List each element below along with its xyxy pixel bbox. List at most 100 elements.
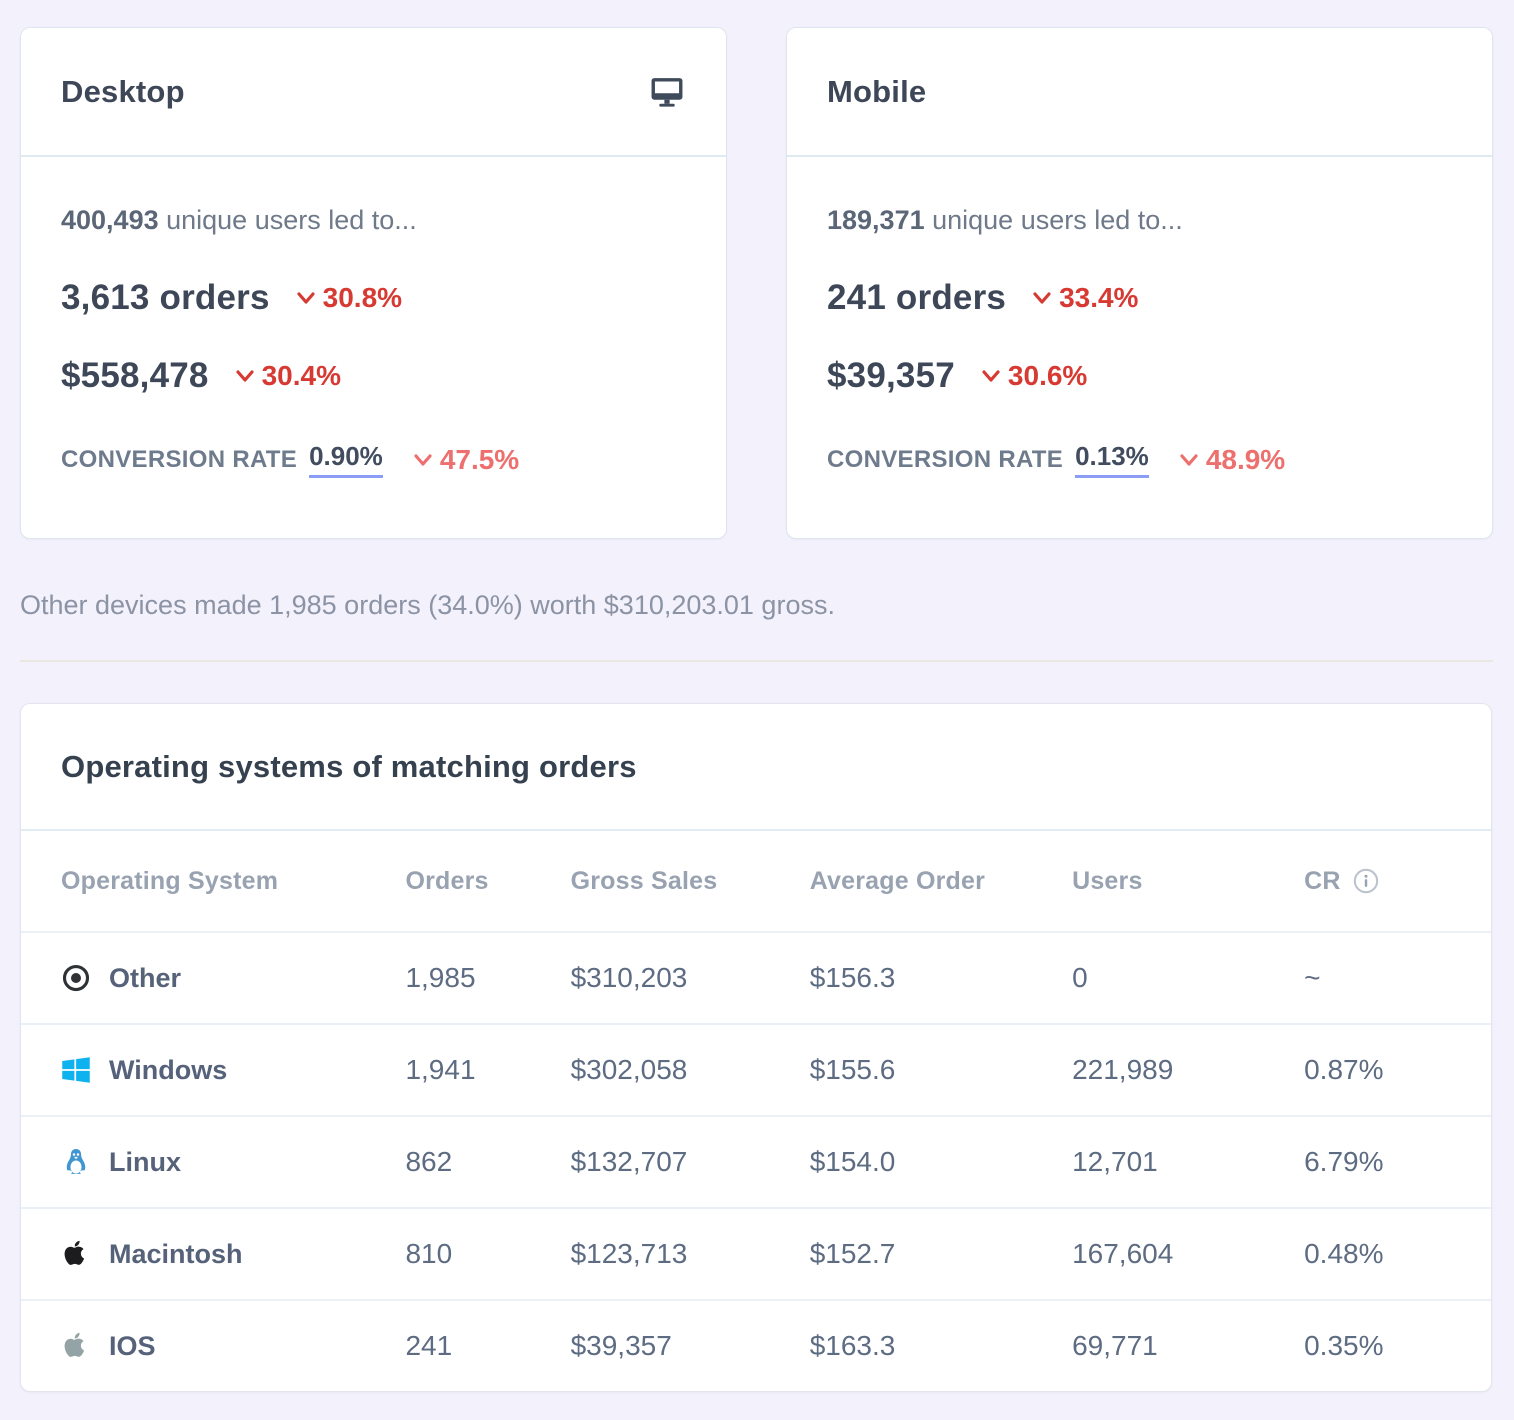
chevron-down-icon (414, 453, 432, 466)
users-cell: 0 (1072, 962, 1088, 993)
users-cell: 12,701 (1072, 1146, 1158, 1177)
mobile-card: Mobile 189,371 unique users led to... 24… (786, 27, 1493, 539)
desktop-monitor-icon (648, 75, 686, 109)
average-order-cell: $152.7 (809, 1238, 896, 1269)
os-name: Windows (109, 1054, 228, 1085)
linux-tux-icon (61, 1147, 91, 1177)
mobile-conversion-value[interactable]: 0.13% (1075, 441, 1149, 478)
gross-sales-cell: $310,203 (570, 962, 688, 993)
desktop-orders-value: 3,613 orders (61, 278, 270, 317)
os-name: Macintosh (109, 1238, 243, 1269)
device-cards-row: Desktop 400,493 unique users led to... 3… (20, 27, 1493, 539)
chevron-down-icon (297, 292, 315, 304)
os-cell: Other (61, 963, 405, 994)
average-order-cell: $155.6 (809, 1054, 896, 1085)
users-cell: 221,989 (1072, 1054, 1174, 1085)
mobile-users-count: 189,371 (827, 205, 925, 235)
column-header-cr: CR (1304, 867, 1451, 896)
table-row-other: Other 1,985 $310,203 $156.3 0 ~ (21, 931, 1491, 1023)
os-name: Linux (109, 1146, 181, 1177)
gross-sales-cell: $132,707 (570, 1146, 688, 1177)
os-cell: Macintosh (61, 1239, 405, 1270)
desktop-users-suffix: unique users led to... (158, 205, 417, 235)
average-order-cell: $156.3 (809, 962, 896, 993)
os-table-header-row: Operating System Orders Gross Sales Aver… (21, 831, 1491, 931)
users-cell: 69,771 (1072, 1330, 1158, 1361)
column-header-gross-sales: Gross Sales (570, 866, 718, 895)
desktop-card-header: Desktop (21, 28, 726, 157)
orders-cell: 862 (405, 1146, 453, 1177)
chevron-down-icon (1033, 292, 1051, 304)
mobile-gross-value: $39,357 (827, 356, 955, 395)
os-table-title-row: Operating systems of matching orders (21, 704, 1491, 831)
os-cell: Windows (61, 1055, 405, 1086)
mobile-orders-delta: 33.4% (1030, 282, 1138, 314)
mobile-conversion-delta: 48.9% (1177, 444, 1285, 476)
apple-icon (61, 1239, 91, 1269)
other-devices-note: Other devices made 1,985 orders (34.0%) … (20, 590, 835, 620)
apple-gray-icon (61, 1331, 91, 1361)
mobile-card-header: Mobile (787, 28, 1492, 157)
table-row-ios: IOS 241 $39,357 $163.3 69,771 0.35% (21, 1299, 1491, 1391)
desktop-orders-delta: 30.8% (294, 282, 402, 314)
cr-cell: ~ (1304, 962, 1321, 993)
gross-sales-cell: $123,713 (570, 1238, 688, 1269)
desktop-users-count: 400,493 (61, 205, 159, 235)
column-header-average-order: Average Order (809, 866, 986, 895)
desktop-card: Desktop 400,493 unique users led to... 3… (20, 27, 727, 539)
os-name: IOS (109, 1330, 156, 1361)
mobile-users-line: 189,371 unique users led to... (827, 203, 1452, 237)
column-header-users: Users (1072, 866, 1143, 895)
gross-sales-cell: $302,058 (570, 1054, 688, 1085)
os-cell: Linux (61, 1147, 405, 1178)
column-header-operating-system: Operating System (61, 866, 279, 895)
column-header-orders: Orders (405, 866, 489, 895)
desktop-gross-line: $558,478 30.4% (61, 355, 686, 397)
os-table-title: Operating systems of matching orders (61, 748, 637, 784)
desktop-conversion-delta: 47.5% (411, 444, 519, 476)
mobile-gross-delta: 30.6% (979, 360, 1087, 392)
mobile-users-suffix: unique users led to... (924, 205, 1183, 235)
cr-cell: 6.79% (1304, 1146, 1384, 1177)
mobile-conversion-line: CONVERSION RATE 0.13% 48.9% (827, 441, 1452, 478)
chevron-down-icon (982, 370, 1000, 382)
orders-cell: 241 (405, 1330, 453, 1361)
desktop-card-body: 400,493 unique users led to... 3,613 ord… (21, 203, 726, 478)
os-cell: IOS (61, 1331, 405, 1362)
info-icon[interactable] (1353, 868, 1379, 894)
cr-cell: 0.87% (1304, 1054, 1384, 1085)
cr-cell: 0.48% (1304, 1238, 1384, 1269)
users-cell: 167,604 (1072, 1238, 1174, 1269)
cr-cell: 0.35% (1304, 1330, 1384, 1361)
desktop-users-line: 400,493 unique users led to... (61, 203, 686, 237)
orders-cell: 810 (405, 1238, 453, 1269)
mobile-card-body: 189,371 unique users led to... 241 order… (787, 203, 1492, 478)
table-row-linux: Linux 862 $132,707 $154.0 12,701 6.79% (21, 1115, 1491, 1207)
desktop-card-title: Desktop (61, 73, 185, 109)
table-row-macintosh: Macintosh 810 $123,713 $152.7 167,604 0.… (21, 1207, 1491, 1299)
section-divider (20, 660, 1493, 662)
table-row-windows: Windows 1,941 $302,058 $155.6 221,989 0.… (21, 1023, 1491, 1115)
chevron-down-icon (1180, 453, 1198, 466)
mobile-card-title: Mobile (827, 73, 927, 109)
desktop-gross-value: $558,478 (61, 356, 209, 395)
os-name: Other (109, 962, 182, 993)
mobile-conversion-label: CONVERSION RATE (827, 445, 1064, 473)
target-circle-icon (61, 963, 91, 993)
windows-icon (61, 1055, 91, 1085)
average-order-cell: $154.0 (809, 1146, 896, 1177)
desktop-conversion-line: CONVERSION RATE 0.90% 47.5% (61, 441, 686, 478)
desktop-conversion-value[interactable]: 0.90% (309, 441, 383, 478)
mobile-orders-line: 241 orders 33.4% (827, 277, 1452, 319)
desktop-conversion-label: CONVERSION RATE (61, 445, 298, 473)
mobile-orders-value: 241 orders (827, 278, 1007, 317)
orders-cell: 1,941 (405, 1054, 476, 1085)
gross-sales-cell: $39,357 (570, 1330, 672, 1361)
os-table-card: Operating systems of matching orders Ope… (20, 703, 1492, 1392)
orders-cell: 1,985 (405, 962, 476, 993)
mobile-gross-line: $39,357 30.6% (827, 355, 1452, 397)
cr-header-label: CR (1304, 866, 1341, 895)
chevron-down-icon (235, 370, 254, 382)
average-order-cell: $163.3 (809, 1330, 896, 1361)
